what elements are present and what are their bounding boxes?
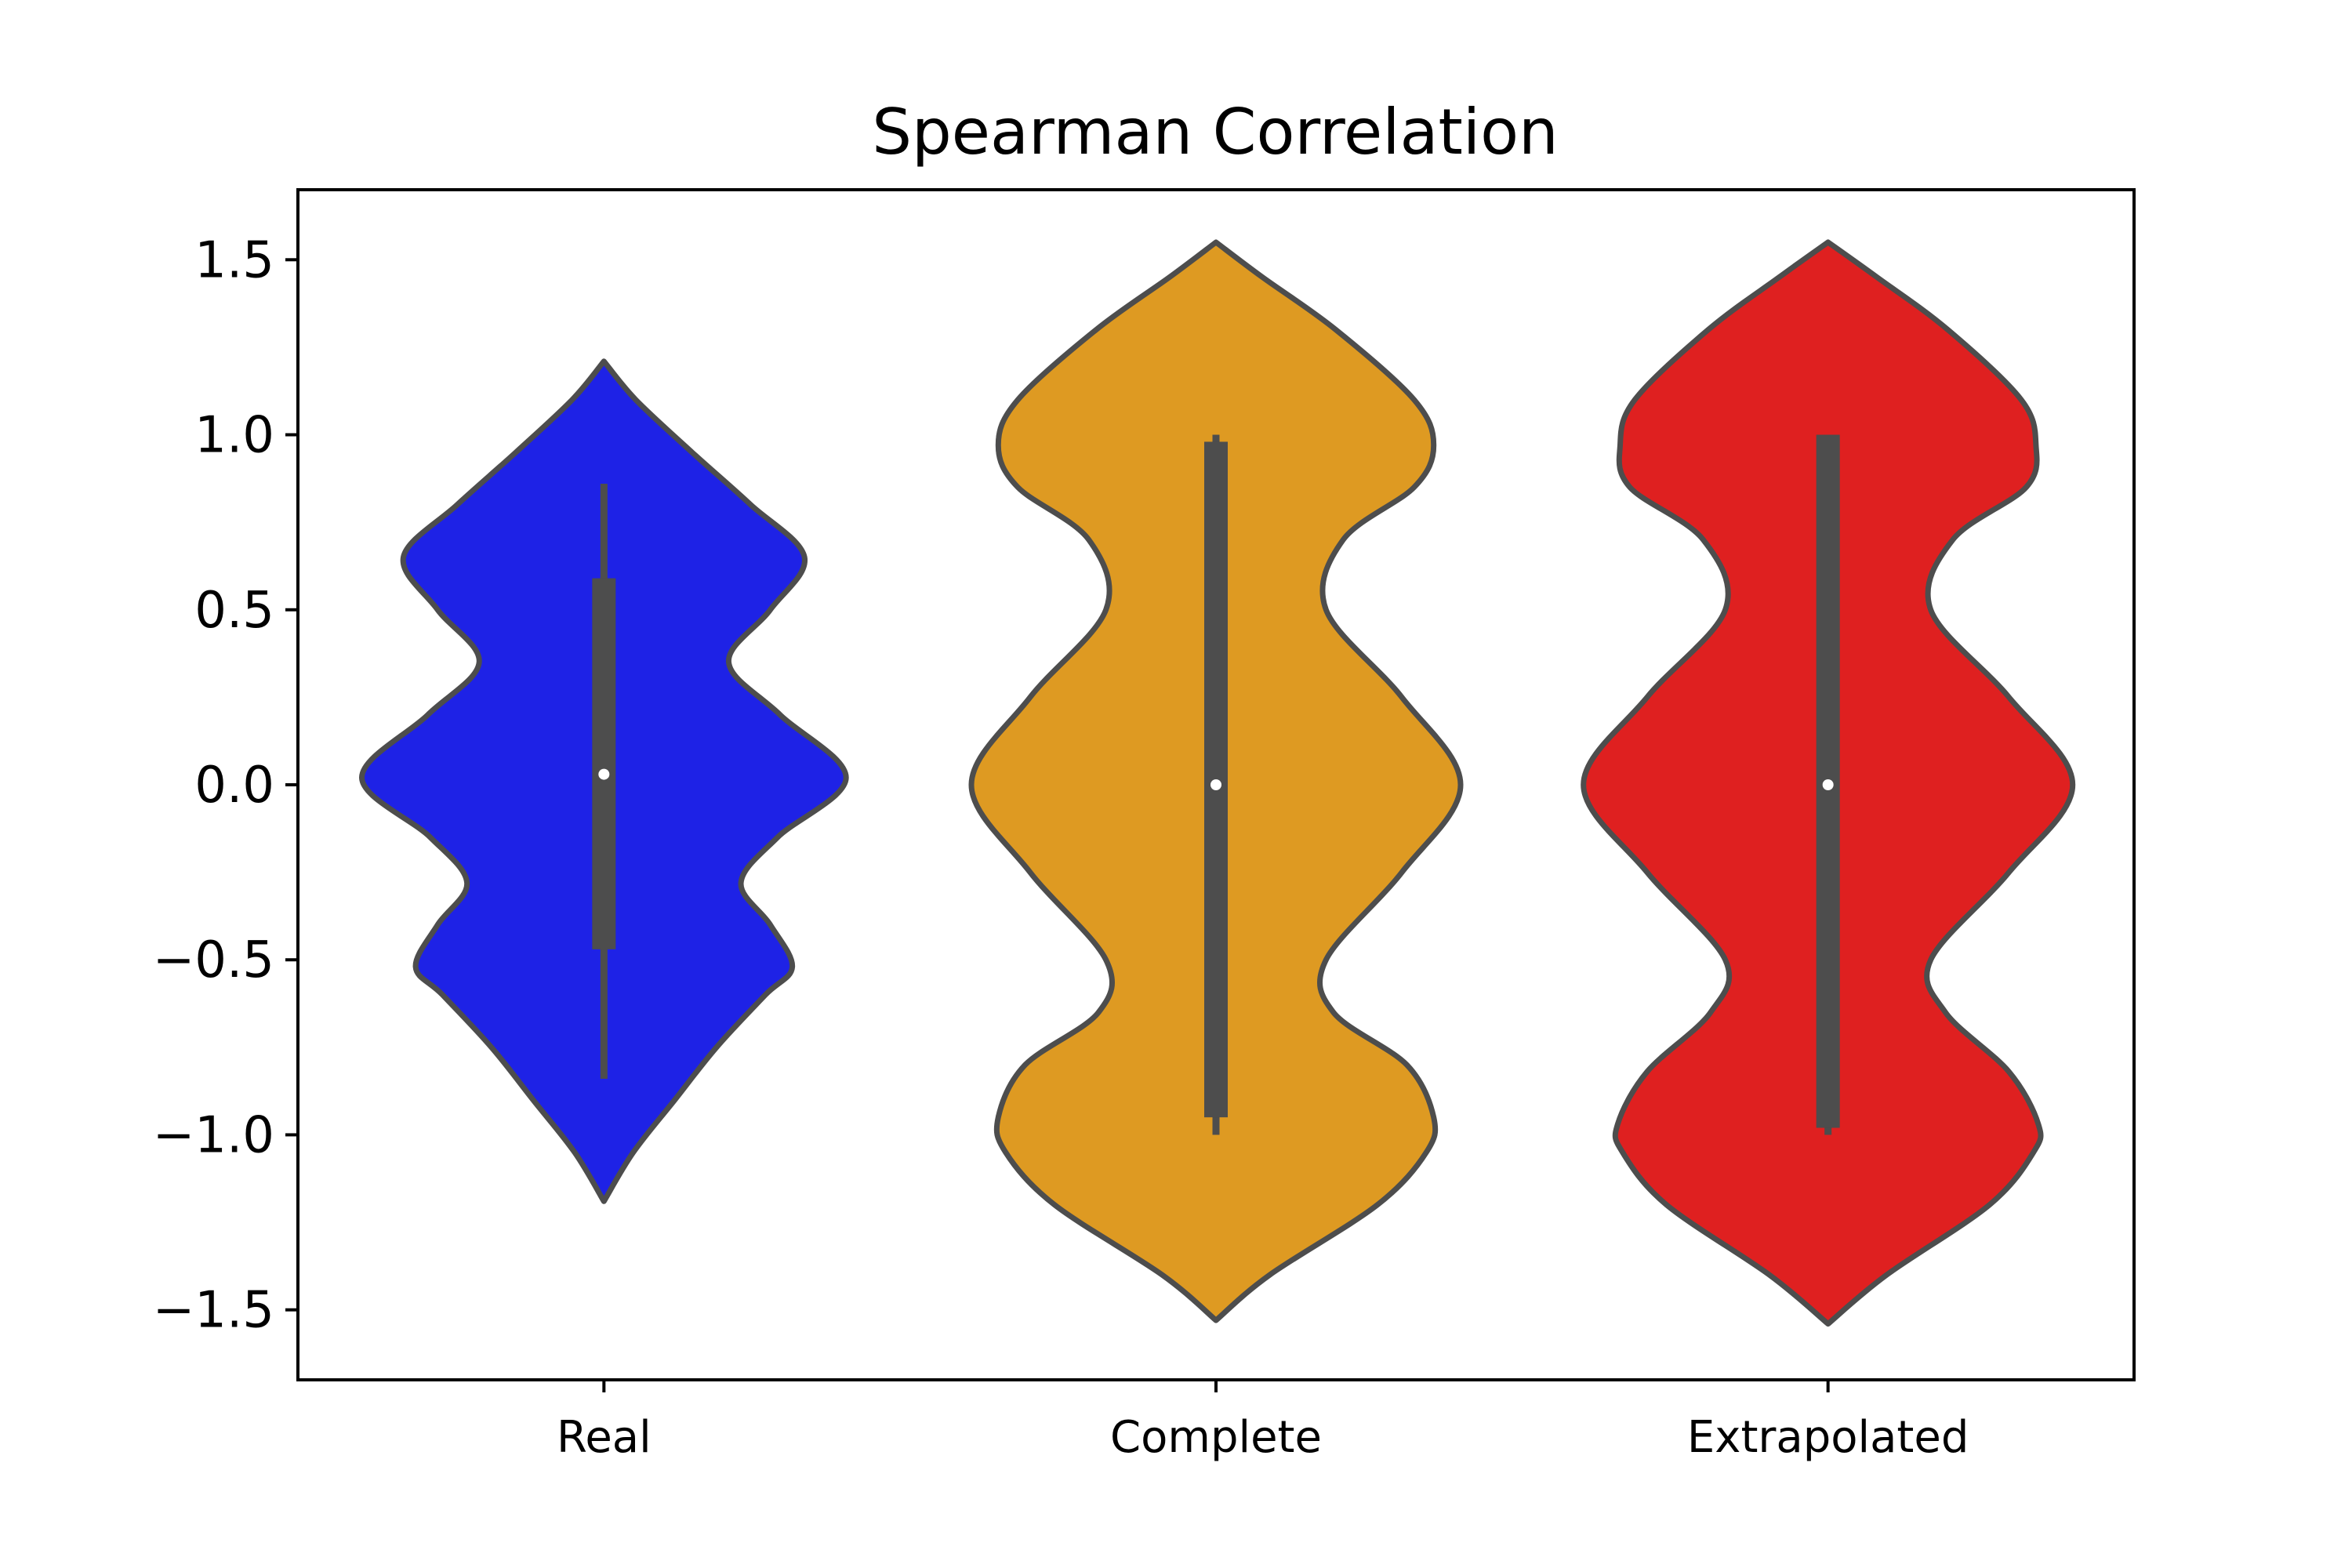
y-axis: 1.5 1.0 0.5 0.0 −0.5 −1.0 −1.5 xyxy=(153,231,298,1340)
violin-complete xyxy=(968,239,1464,1323)
y-tick-label: −1.0 xyxy=(153,1106,274,1164)
y-tick-label: 1.0 xyxy=(194,407,274,465)
x-tick-label: Real xyxy=(557,1412,652,1463)
x-axis: Real Complete Extrapolated xyxy=(557,1380,1969,1463)
violin-real xyxy=(358,358,849,1204)
median-marker-extrapolated xyxy=(1822,779,1834,790)
chart-title: Spearman Correlation xyxy=(872,96,1559,169)
y-tick-label: 0.0 xyxy=(194,757,274,815)
violin-extrapolated xyxy=(1581,239,2076,1327)
y-tick-label: 0.5 xyxy=(194,582,274,640)
y-tick-label: −0.5 xyxy=(153,931,274,989)
plot-area-frame xyxy=(296,188,2136,1381)
iqr-box-real xyxy=(592,578,616,949)
median-marker-complete xyxy=(1210,779,1221,790)
y-tick-label: −1.5 xyxy=(153,1282,274,1340)
x-tick-label: Complete xyxy=(1110,1412,1322,1463)
y-tick-label: 1.5 xyxy=(194,231,274,289)
x-tick-label: Extrapolated xyxy=(1687,1412,1969,1463)
violins-layer xyxy=(358,239,2076,1327)
median-marker-real xyxy=(598,768,610,780)
